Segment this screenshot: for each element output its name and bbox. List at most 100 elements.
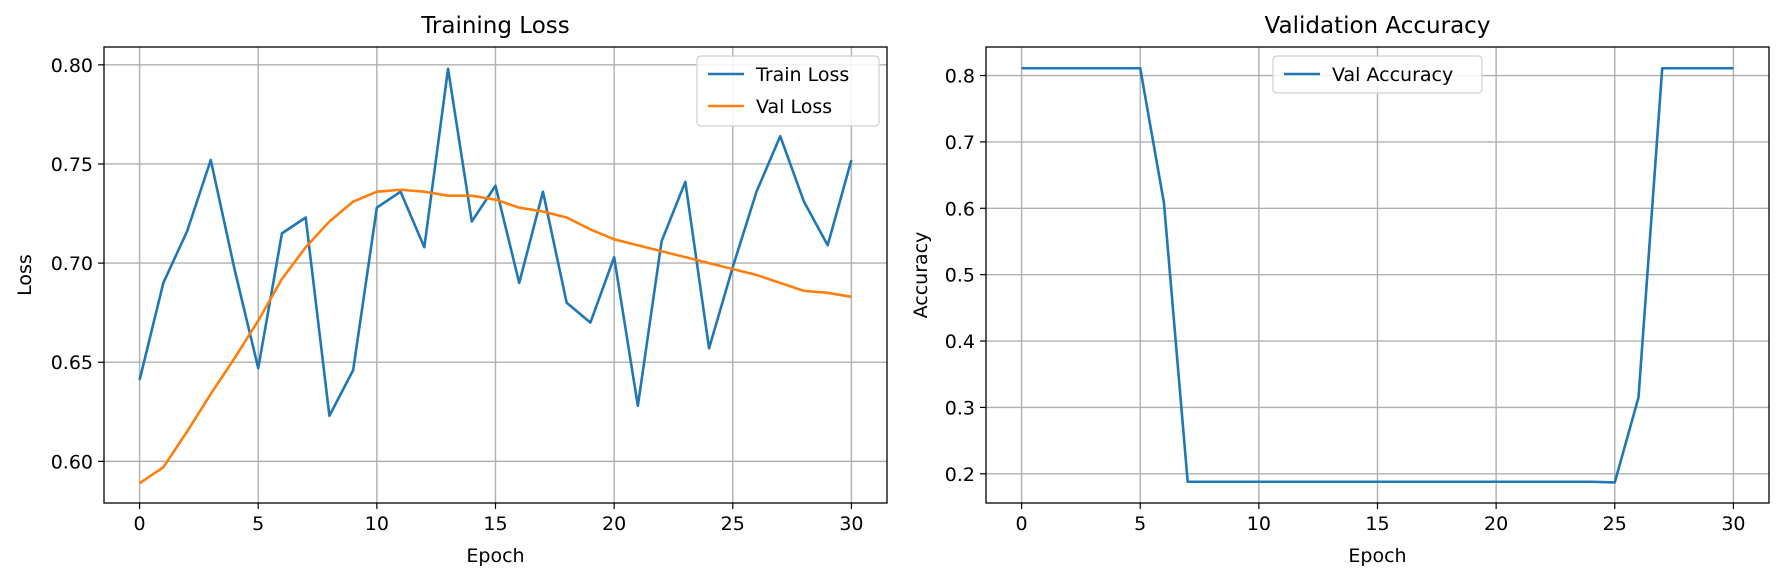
x-tick-label: 30 [839,513,863,535]
x-tick-label: 25 [721,513,745,535]
data-point [1424,481,1426,483]
y-tick-label: 0.5 [945,265,975,287]
data-point [399,189,401,191]
chart-2: 0 5 10 15 20 25 30 0.2 0.3 0.4 0.5 0.6 0.7 0.8 Validat… [910,13,1770,567]
data-point [1281,481,1283,483]
data-point [1044,67,1046,69]
y-tick-label: 0.7 [945,132,975,154]
data-point [803,290,805,292]
y-tick-label: 0.3 [945,397,975,419]
data-point [376,206,378,208]
y-tick-label: 0.6 [945,198,975,220]
data-point [613,238,615,240]
x-tick-label: 10 [365,513,389,535]
data-point [281,232,283,234]
data-point [779,135,781,137]
data-point [233,268,235,270]
data-point [542,191,544,193]
data-point [1519,481,1521,483]
data-point [328,220,330,222]
data-point [1447,481,1449,483]
data-point [684,256,686,258]
y-tick-label: 0.75 [51,154,93,176]
legend-label: Train Loss [755,64,849,86]
x-tick-label: 5 [252,513,264,535]
x-tick-label: 10 [1247,513,1271,535]
data-point [210,393,212,395]
y-tick-label: 0.2 [945,464,975,486]
data-point [826,292,828,294]
y-axis-label: Accuracy [910,232,932,319]
x-tick-label: 15 [1365,513,1389,535]
data-point [1495,481,1497,483]
data-point [162,466,164,468]
data-point [850,159,852,161]
y-tick-label: 0.8 [945,66,975,88]
data-point [542,210,544,212]
legend-box [1272,55,1483,94]
data-point [1637,396,1639,398]
data-point [850,296,852,298]
data-point [1471,481,1473,483]
x-tick-label: 20 [1484,513,1508,535]
data-point [1210,481,1212,483]
data-point [257,319,259,321]
data-point [637,244,639,246]
data-point [637,405,639,407]
y-tick-label: 0.4 [945,331,975,353]
y-axis-label: Loss [14,254,36,296]
data-point [162,282,164,284]
data-point [281,278,283,280]
y-tick-label: 0.70 [51,253,93,275]
data-point [1258,481,1260,483]
x-tick-label: 0 [134,513,146,535]
data-point [660,250,662,252]
data-point [1020,67,1022,69]
data-point [826,244,828,246]
chart-1: 0 5 10 15 20 25 30 0.60 0.65 0.70 0.75 0.80 Training… [14,13,888,567]
data-point [565,302,567,304]
data-point [1685,67,1687,69]
data-point [447,68,449,70]
y-tick-label: 0.60 [51,451,93,473]
data-point [613,256,615,258]
data-point [803,200,805,202]
data-point [1400,481,1402,483]
data-point [1092,67,1094,69]
data-point [684,181,686,183]
axes-frame [985,46,1770,504]
data-point [518,206,520,208]
data-point [376,191,378,193]
data-point [1708,67,1710,69]
data-point [352,200,354,202]
data-point [589,321,591,323]
legend-label: Val Accuracy [1332,64,1453,86]
y-tick-label: 0.65 [51,352,93,374]
x-tick-label: 15 [483,513,507,535]
data-point [186,430,188,432]
data-point [138,379,140,381]
data-point [1566,481,1568,483]
series-line-train-loss [138,67,853,418]
data-point [304,246,306,248]
data-point [494,185,496,187]
data-point [589,228,591,230]
data-point [732,268,734,270]
series-line-val-accuracy [1021,66,1734,484]
x-tick-label: 0 [1016,513,1028,535]
x-tick-label: 25 [1603,513,1627,535]
x-axis-label: Epoch [1348,545,1406,567]
data-point [1376,481,1378,483]
x-tick-label: 30 [1721,513,1745,535]
data-point [1542,481,1544,483]
data-point [1186,481,1188,483]
legend: Val Accuracy [1272,55,1483,94]
series-line-val-loss [138,188,852,485]
data-point [471,194,473,196]
data-point [1139,67,1141,69]
legend: Train Loss Val Loss [696,55,880,127]
data-point [257,367,259,369]
data-point [518,282,520,284]
data-point [1661,67,1663,69]
data-point [1590,481,1592,483]
